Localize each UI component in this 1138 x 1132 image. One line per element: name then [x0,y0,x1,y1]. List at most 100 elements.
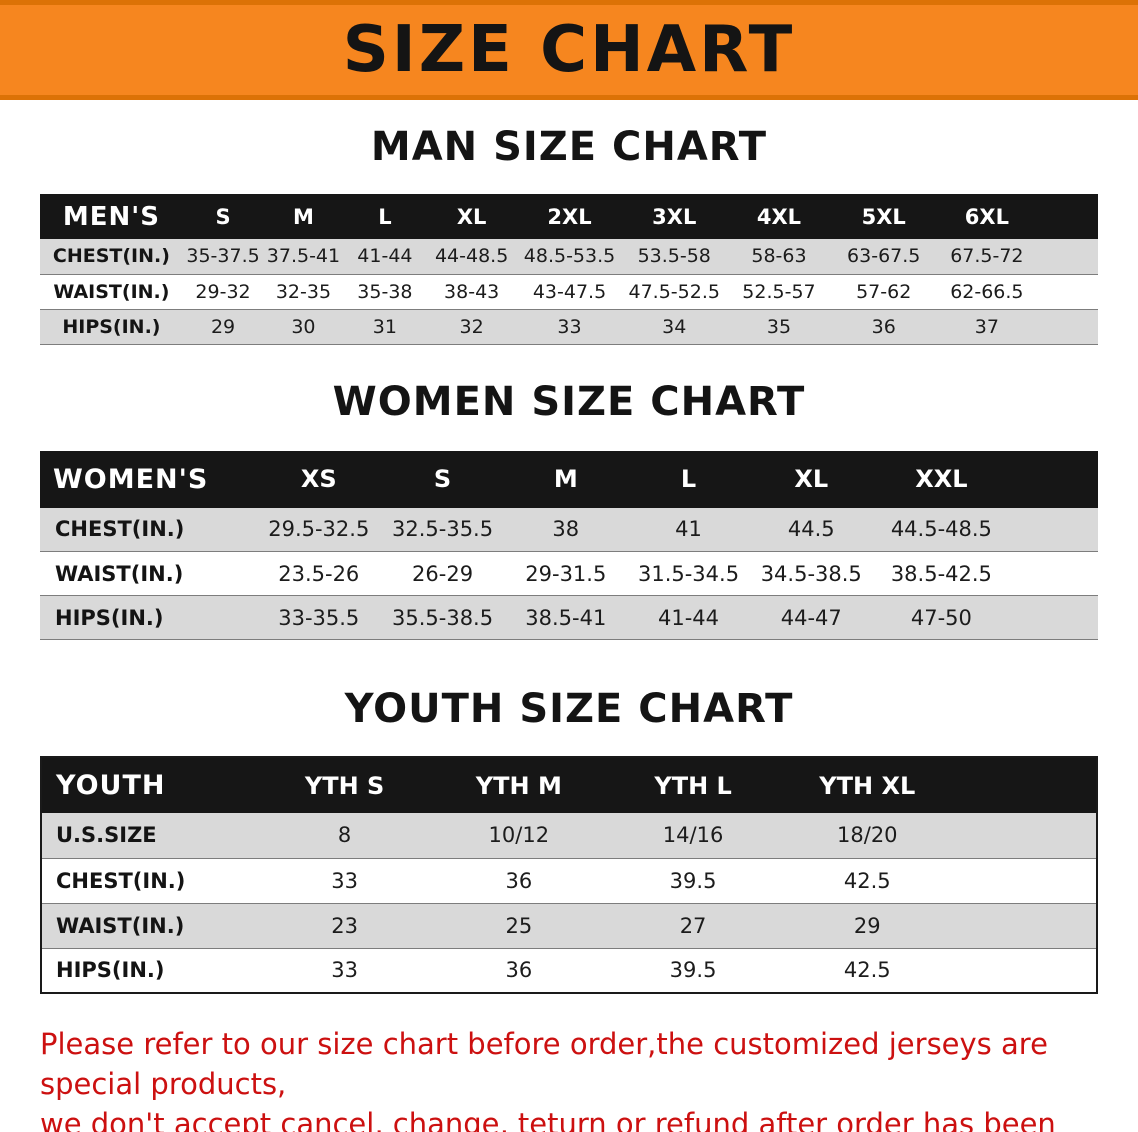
filler-cell [1038,239,1098,274]
disclaimer-line-2: we don't accept cancel, change, teturn o… [40,1107,1056,1132]
youth-section: YOUTH SIZE CHART YOUTH YTH S YTH M YTH L YTH… [0,686,1138,994]
size-value-cell: 47-50 [910,605,972,630]
men-size-table: MEN'S S M L XL 2XL 3XL 4XL 5XL 6XL CHEST(IN.) 35-37… [40,194,1098,345]
size-column-header: 2XL [547,204,592,229]
youth-size-table: YOUTH YTH S YTH M YTH L YTH XL U.S.SIZE 8 10/12… [40,756,1098,994]
size-value-cell: 44-47 [780,605,842,630]
row-label: WAIST(IN.) [56,913,185,938]
banner: SIZE CHART [0,0,1138,100]
size-value-cell: 52.5-57 [742,280,816,303]
size-value-cell: 67.5-72 [950,245,1024,268]
size-value-cell: 42.5 [843,868,891,893]
size-value-cell: 32.5-35.5 [392,517,494,542]
size-column-header: L [680,465,697,493]
table-row: U.S.SIZE 8 10/12 14/16 18/20 [41,813,1097,858]
men-table-corner-cell: MEN'S [62,201,160,232]
size-value-cell: 41 [675,517,702,542]
size-value-cell: 38 [552,517,580,542]
size-value-cell: 32-35 [275,280,332,303]
size-value-cell: 35 [766,315,792,338]
size-value-cell: 18/20 [837,823,898,848]
size-value-cell: 38.5-41 [525,605,607,630]
filler-cell [954,903,1097,948]
row-label: CHEST(IN.) [55,517,185,542]
filler-cell [1010,552,1098,596]
size-value-cell: 44-48.5 [434,245,509,268]
row-label: HIPS(IN.) [55,605,164,630]
size-value-cell: 34 [662,315,687,338]
size-value-cell: 30 [291,315,316,338]
size-value-cell: 42.5 [843,958,891,983]
size-value-cell: 37.5-41 [266,245,341,268]
size-column-header: L [378,204,392,229]
table-row: HIPS(IN.) 33 36 39.5 42.5 [41,948,1097,993]
filler-cell [1010,508,1098,552]
size-column-header: XS [300,465,337,493]
men-section: MAN SIZE CHART MEN'S S M L XL 2XL 3XL 4XL 5XL 6XL… [0,124,1138,345]
size-value-cell: 34.5-38.5 [760,561,862,586]
size-value-cell: 10/12 [488,823,550,848]
size-column-header: XXL [915,465,968,493]
size-value-cell: 39.5 [669,868,717,893]
size-value-cell: 47.5-52.5 [628,280,720,303]
table-row: CHEST(IN.) 29.5-32.5 32.5-35.5 38 41 44.5 44.5… [40,507,1098,552]
table-row: CHEST(IN.) 33 36 39.5 42.5 [41,858,1097,903]
size-value-cell: 37 [974,315,999,338]
size-value-cell: 62-66.5 [950,280,1024,303]
size-value-cell: 38-43 [444,280,500,303]
size-value-cell: 35-37.5 [186,245,260,268]
women-size-table: WOMEN'S XS S M L XL XXL CHEST(IN.) 29.5-32.5 32.5… [40,450,1098,641]
row-label: WAIST(IN.) [55,561,184,586]
size-column-header: YTH XL [819,771,916,800]
row-label: CHEST(IN.) [56,868,186,893]
size-value-cell: 38.5-42.5 [890,561,992,586]
filler-cell [1010,451,1098,508]
size-value-cell: 31 [372,315,397,338]
size-value-cell: 36 [505,868,533,893]
size-value-cell: 29-32 [195,280,251,303]
size-column-header: M [292,204,314,229]
size-value-cell: 58-63 [751,245,807,268]
filler-cell [1038,309,1098,344]
table-row: CHEST(IN.) 35-37.5 37.5-41 41-44 44-48.5 48.5… [40,239,1098,274]
size-column-header: M [553,465,578,493]
size-value-cell: 39.5 [669,958,717,983]
size-value-cell: 41-44 [658,605,720,630]
size-value-cell: 53.5-58 [637,245,711,268]
size-value-cell: 29 [853,913,881,938]
size-column-header: YTH S [304,771,385,800]
women-section: WOMEN SIZE CHART WOMEN'S XS S M L XL XXL CHEST(… [0,379,1138,641]
size-value-cell: 27 [679,913,707,938]
table-row: WAIST(IN.) 23 25 27 29 [41,903,1097,948]
size-value-cell: 44.5 [787,517,835,542]
size-value-cell: 26-29 [412,561,474,586]
filler-cell [1038,194,1098,239]
size-value-cell: 36 [505,958,533,983]
size-value-cell: 41-44 [357,245,413,268]
row-label: U.S.SIZE [56,823,157,848]
size-value-cell: 48.5-53.5 [523,245,616,268]
size-value-cell: 29.5-32.5 [268,517,370,542]
size-column-header: XL [456,204,487,229]
row-label: WAIST(IN.) [53,280,170,303]
size-value-cell: 63-67.5 [847,245,921,268]
size-value-cell: 8 [337,823,352,848]
size-value-cell: 14/16 [662,823,724,848]
size-column-header: 4XL [756,204,802,229]
size-value-cell: 33 [331,868,358,893]
women-section-title: WOMEN SIZE CHART [332,378,806,425]
filler-cell [954,948,1097,993]
size-value-cell: 29-31.5 [525,561,607,586]
size-value-cell: 33 [557,315,582,338]
size-column-header: S [433,465,452,493]
women-table-corner-cell: WOMEN'S [53,463,209,495]
youth-table-corner-cell: YOUTH [56,770,166,801]
filler-cell [1038,274,1098,309]
size-value-cell: 35.5-38.5 [392,605,494,630]
size-value-cell: 23.5-26 [278,561,360,586]
row-label: HIPS(IN.) [62,315,161,338]
size-column-header: YTH M [475,771,562,800]
men-table-header-row: MEN'S S M L XL 2XL 3XL 4XL 5XL 6XL [40,194,1098,239]
table-row: HIPS(IN.) 29 30 31 32 33 34 35 36 37 [40,309,1098,344]
